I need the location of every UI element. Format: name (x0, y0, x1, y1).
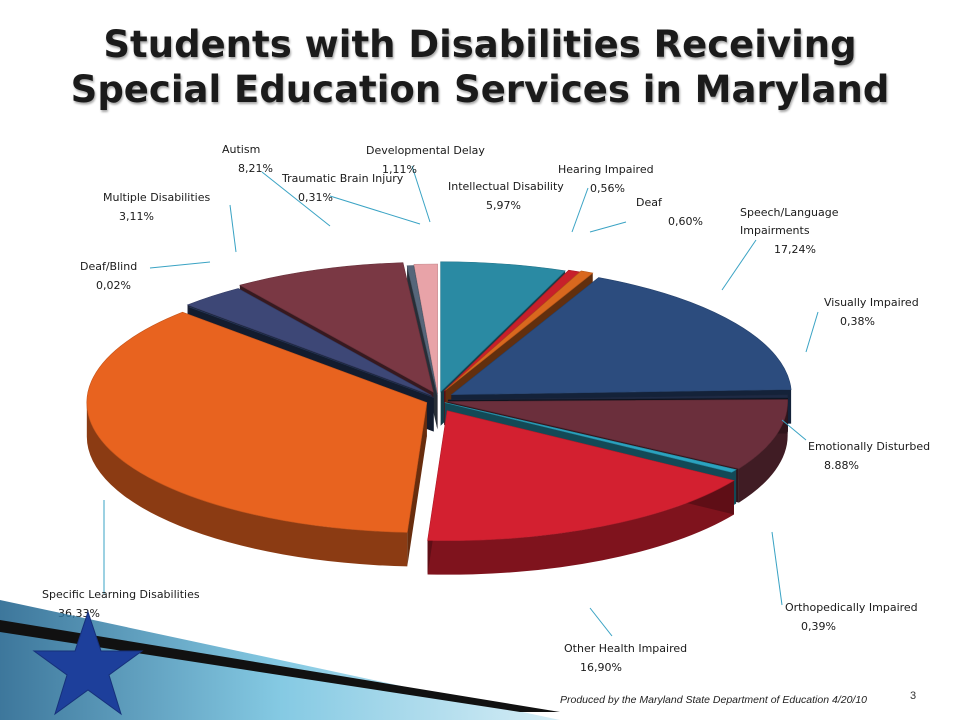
slice-value: 17,24% (774, 243, 816, 256)
slice-label: Developmental Delay 1,11% (366, 144, 485, 176)
title-line-2: Special Education Services in Maryland (70, 68, 890, 111)
slice-label: Other Health Impaired 16,90% (564, 642, 687, 674)
slice-value: 16,90% (580, 661, 622, 674)
slice-value: 0,56% (590, 182, 625, 195)
slice-label: Visually Impaired 0,38% (824, 296, 919, 328)
slice-value: 8.88% (824, 459, 859, 472)
slice-top (444, 402, 737, 473)
slice-value: 3,11% (119, 210, 154, 223)
slice-other-health-impaired (427, 410, 735, 575)
leader-line (261, 171, 331, 227)
leader-line (781, 419, 807, 441)
leader-line (149, 261, 211, 269)
slice-label: Traumatic Brain Injury 0,31% (281, 172, 404, 204)
star-logo-icon (32, 610, 144, 716)
leader-line (229, 204, 237, 253)
slice-value: 5,97% (486, 199, 521, 212)
slice-value: 0,60% (668, 215, 703, 228)
slice-top (406, 265, 438, 396)
slice-label: Intellectual Disability 5,97% (448, 180, 564, 212)
slice-top (447, 399, 788, 469)
slice-label: Deaf0,60% (636, 196, 703, 228)
slice-value: 8,21% (238, 162, 273, 175)
slice-value: 0,38% (840, 315, 875, 328)
footer-credit: Produced by the Maryland State Departmen… (560, 694, 868, 706)
slice-label: Orthopedically Impaired 0,39% (785, 601, 918, 633)
slice-value: 1,11% (382, 163, 417, 176)
footer-stripe (0, 620, 560, 712)
slice-side (427, 480, 734, 575)
slice-label: Speech/Language Impairments 17,24% (740, 206, 839, 256)
slice-top (450, 277, 792, 396)
page-number: 3 (910, 690, 917, 702)
slice-top (86, 311, 428, 533)
slice-label: Autism 8,21% (222, 143, 273, 175)
leader-line (589, 221, 627, 233)
slice-top (186, 288, 432, 396)
leader-line (721, 239, 757, 291)
slice-specific-learning-disabilities (86, 311, 428, 567)
slice-top (440, 261, 566, 393)
slice-top (413, 263, 438, 395)
leader-line (411, 165, 431, 223)
slice-label: Emotionally Disturbed 8.88% (808, 440, 930, 472)
slice-top (427, 410, 735, 541)
slice-top (447, 394, 789, 401)
title-line-1: Students with Disabilities Receiving (103, 23, 857, 66)
leader-line (805, 311, 819, 353)
slide-title: Students with Disabilities Receiving Spe… (0, 22, 960, 112)
leader-line (771, 531, 783, 606)
slice-top (445, 270, 594, 391)
slice-label: Multiple Disabilities 3,11% (103, 191, 210, 223)
slice-value: 0,39% (801, 620, 836, 633)
leader-line (329, 195, 421, 225)
slice-side (738, 401, 788, 503)
slice-label: Deaf/Blind 0,02% (80, 260, 137, 292)
slice-value: 0,02% (96, 279, 131, 292)
slice-value: 0,31% (298, 191, 333, 204)
leader-line (589, 607, 613, 637)
leader-line (571, 187, 589, 233)
slice-edge (407, 402, 427, 567)
slice-label: Hearing Impaired 0,56% (558, 163, 654, 195)
slice-top (188, 306, 434, 398)
slice-top (239, 262, 434, 393)
slice-side (86, 402, 408, 567)
